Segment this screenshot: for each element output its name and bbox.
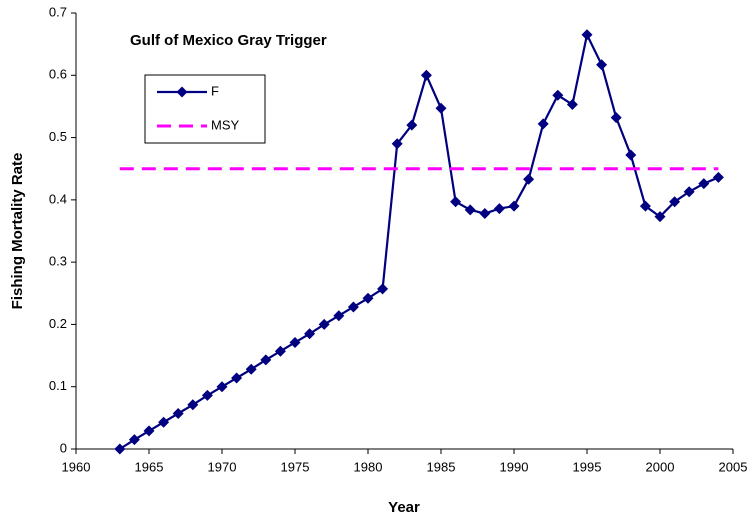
data-point [260,354,272,366]
data-point [274,345,286,357]
data-point [128,434,140,446]
y-tick-label: 0.2 [49,316,67,331]
data-point [420,69,432,81]
data-point [435,102,447,114]
data-point [639,200,651,212]
x-tick-label: 1985 [427,459,456,474]
legend-box [144,74,266,144]
data-point [231,372,243,384]
data-point [187,399,199,411]
data-point [537,118,549,130]
data-point [479,208,491,220]
y-tick-label: 0 [60,440,67,455]
data-point [683,186,695,198]
data-point [523,173,535,185]
y-tick-label: 0.1 [49,378,67,393]
data-point [566,99,578,111]
y-tick-label: 0.3 [49,254,67,269]
data-point [114,443,126,455]
data-point [450,196,462,208]
data-point [406,119,418,131]
y-tick-label: 0.5 [49,129,67,144]
data-point [143,425,155,437]
data-point [712,171,724,183]
y-axis-label: Fishing Mortality Rate [9,153,26,310]
legend-marker [176,86,188,98]
data-point [318,318,330,330]
data-point [625,149,637,161]
data-point [464,204,476,216]
data-point [698,178,710,190]
data-point [289,336,301,348]
x-tick-label: 1970 [208,459,237,474]
data-point [347,301,359,313]
data-point [391,138,403,150]
y-tick-label: 0.6 [49,67,67,82]
data-point [304,328,316,340]
data-point [552,89,564,101]
chart-title: Gulf of Mexico Gray Trigger [130,32,327,49]
data-point [333,310,345,322]
data-point [216,381,228,393]
data-point [362,292,374,304]
x-axis-label: Year [388,499,420,516]
data-point [158,416,170,428]
legend-label: MSY [211,117,240,132]
y-tick-label: 0.7 [49,4,67,19]
data-point [610,112,622,124]
legend-label: F [211,83,219,98]
x-tick-label: 2005 [719,459,748,474]
x-tick-label: 2000 [646,459,675,474]
data-point [581,29,593,41]
data-point [245,363,257,375]
data-point [654,211,666,223]
y-tick-label: 0.4 [49,191,67,206]
x-tick-label: 1980 [354,459,383,474]
data-point [201,389,213,401]
x-tick-label: 1990 [500,459,529,474]
data-point [669,196,681,208]
data-point [493,203,505,215]
data-point [508,200,520,212]
x-tick-label: 1960 [62,459,91,474]
data-point [172,407,184,419]
x-tick-label: 1965 [135,459,164,474]
x-tick-label: 1995 [573,459,602,474]
data-point [377,283,389,295]
data-point [596,59,608,71]
x-tick-label: 1975 [281,459,310,474]
